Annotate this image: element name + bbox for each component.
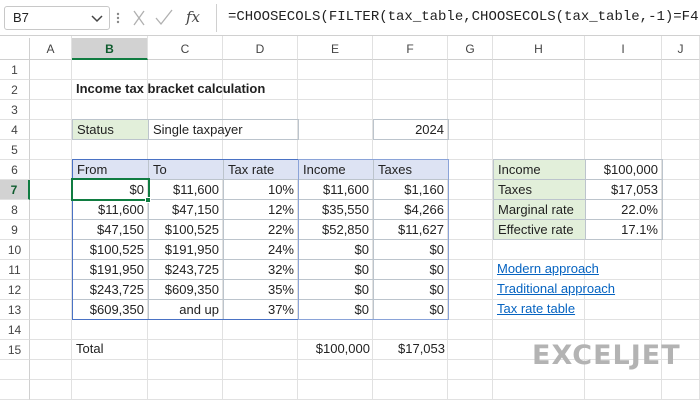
table-outline bbox=[298, 159, 449, 320]
row-header[interactable]: 15 bbox=[0, 340, 30, 360]
formula-separator bbox=[216, 4, 217, 32]
dropdown-arrow bbox=[91, 15, 103, 23]
summary-label: Effective rate bbox=[493, 219, 586, 240]
total-income: $100,000 bbox=[315, 341, 370, 356]
summary-label: Income bbox=[493, 159, 586, 180]
name-box-text: B7 bbox=[13, 10, 29, 25]
link[interactable]: Tax rate table bbox=[497, 301, 576, 316]
gridline-horizontal bbox=[0, 379, 700, 380]
gridline-vertical bbox=[147, 36, 148, 400]
gridline-horizontal bbox=[0, 79, 700, 80]
status-label: Status bbox=[72, 119, 149, 140]
row-header[interactable]: 8 bbox=[0, 200, 30, 220]
row-header[interactable]: 3 bbox=[0, 100, 30, 120]
column-header[interactable]: F bbox=[373, 38, 448, 60]
cancel-icon[interactable] bbox=[133, 10, 145, 26]
name-box[interactable]: B7 bbox=[4, 6, 110, 30]
gridline-vertical bbox=[447, 36, 448, 400]
gridline-vertical bbox=[71, 36, 72, 400]
column-header[interactable]: C bbox=[148, 38, 223, 60]
link[interactable]: Traditional approach bbox=[497, 281, 616, 296]
row-header[interactable]: 13 bbox=[0, 300, 30, 320]
total-label: Total bbox=[76, 341, 104, 356]
column-header[interactable]: H bbox=[493, 38, 585, 60]
summary-label: Marginal rate bbox=[493, 199, 586, 220]
enter-icon[interactable] bbox=[155, 9, 173, 26]
gridline-vertical bbox=[372, 36, 373, 400]
summary-label: Taxes bbox=[493, 179, 586, 200]
row-header[interactable]: 6 bbox=[0, 160, 30, 180]
row-header[interactable]: 1 bbox=[0, 60, 30, 80]
function-icon[interactable]: fx bbox=[186, 8, 201, 26]
gridline-vertical bbox=[661, 36, 662, 400]
column-header[interactable]: G bbox=[448, 38, 493, 60]
column-header[interactable]: B bbox=[72, 38, 148, 60]
year-input: 2024 bbox=[373, 119, 449, 140]
column-header[interactable]: I bbox=[585, 38, 662, 60]
gridline-horizontal bbox=[0, 99, 700, 100]
column-header[interactable]: E bbox=[298, 38, 373, 60]
formula-icons bbox=[116, 9, 173, 26]
gridline-horizontal bbox=[0, 339, 700, 340]
row-header[interactable]: 2 bbox=[0, 80, 30, 100]
column-header[interactable]: J bbox=[662, 38, 700, 60]
status-value: Single taxpayer bbox=[148, 119, 299, 140]
gridline-vertical bbox=[297, 36, 298, 400]
link[interactable]: Modern approach bbox=[497, 261, 599, 276]
column-header[interactable]: D bbox=[223, 38, 298, 60]
summary-value: 22.0% bbox=[585, 199, 663, 220]
gridline-horizontal bbox=[0, 119, 700, 120]
row-header[interactable]: 14 bbox=[0, 320, 30, 340]
formula-input[interactable]: =CHOOSECOLS(FILTER(tax_table,CHOOSECOLS(… bbox=[222, 0, 700, 36]
gridline-horizontal bbox=[0, 359, 700, 360]
row-header[interactable]: 10 bbox=[0, 240, 30, 260]
summary-value: $17,053 bbox=[585, 179, 663, 200]
gridline-horizontal bbox=[0, 139, 700, 140]
summary-value: 17.1% bbox=[585, 219, 663, 240]
row-header[interactable]: 7 bbox=[0, 180, 30, 200]
fill-handle bbox=[145, 197, 151, 203]
sheet-title: Income tax bracket calculation bbox=[76, 81, 266, 96]
row-header[interactable]: 5 bbox=[0, 140, 30, 160]
selected-cell bbox=[71, 178, 150, 201]
row-header[interactable]: 11 bbox=[0, 260, 30, 280]
row-header bbox=[0, 380, 30, 400]
formula-bar bbox=[0, 0, 700, 36]
gridline-vertical bbox=[492, 36, 493, 400]
column-header[interactable]: A bbox=[30, 38, 72, 60]
formula-text: =CHOOSECOLS(FILTER(tax_table,CHOOSECOLS(… bbox=[228, 9, 700, 25]
row-header[interactable]: 4 bbox=[0, 120, 30, 140]
row-header[interactable]: 12 bbox=[0, 280, 30, 300]
summary-value: $100,000 bbox=[585, 159, 663, 180]
row-header[interactable]: 9 bbox=[0, 220, 30, 240]
corner-header bbox=[0, 38, 30, 60]
gridline-vertical bbox=[222, 36, 223, 400]
row-header bbox=[0, 360, 30, 380]
logo: EXCELJET bbox=[532, 340, 681, 371]
total-taxes: $17,053 bbox=[398, 341, 445, 356]
